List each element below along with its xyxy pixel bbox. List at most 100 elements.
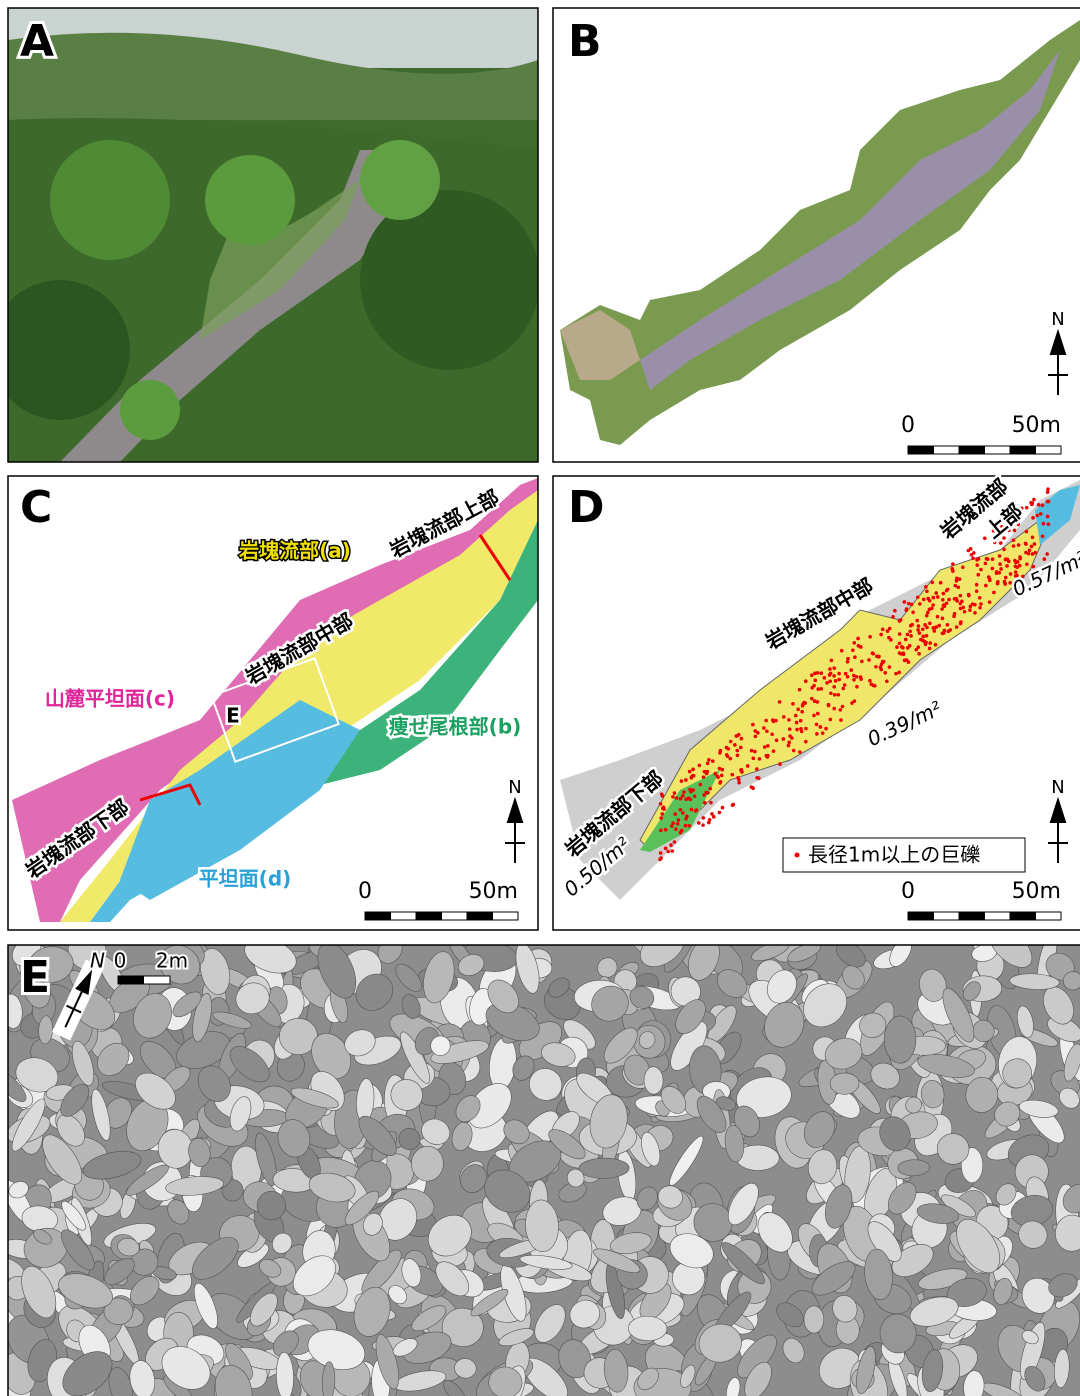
boulder-dot bbox=[934, 591, 938, 595]
boulder-dot bbox=[968, 608, 972, 612]
boulder-dot bbox=[703, 801, 707, 805]
boulder-dot bbox=[679, 797, 683, 801]
boulder-dot bbox=[984, 562, 988, 566]
boulder-dot bbox=[677, 818, 681, 822]
boulder-dot bbox=[662, 806, 666, 810]
boulder-dot bbox=[719, 749, 723, 753]
boulder-dot bbox=[856, 637, 860, 641]
boulder-dot bbox=[823, 676, 827, 680]
boulder-dot bbox=[975, 563, 979, 567]
boulder-dot bbox=[941, 598, 945, 602]
boulder-dot bbox=[859, 675, 863, 679]
boulder-dot bbox=[1037, 503, 1041, 507]
scale-segment bbox=[416, 912, 442, 920]
boulder-dot bbox=[960, 600, 964, 604]
boulder-dot bbox=[810, 686, 814, 690]
boulder-dot bbox=[904, 608, 908, 612]
boulder-dot bbox=[754, 735, 758, 739]
boulder-dot bbox=[875, 654, 879, 658]
boulder-dot bbox=[986, 557, 990, 561]
panel-label: A bbox=[20, 16, 54, 67]
boulder-dot bbox=[942, 631, 946, 635]
boulder-dot bbox=[824, 727, 828, 731]
boulder-dot bbox=[851, 648, 855, 652]
boulder-dot bbox=[1046, 515, 1050, 519]
boulder-dot bbox=[955, 625, 959, 629]
boulder-dot bbox=[702, 793, 706, 797]
boulder-dot bbox=[707, 758, 711, 762]
boulder-dot bbox=[952, 614, 956, 618]
annotation: 岩塊流部(a) bbox=[238, 539, 351, 563]
north-arrow bbox=[505, 800, 525, 863]
boulder-dot bbox=[788, 727, 792, 731]
scale-segment bbox=[1010, 446, 1036, 454]
boulder-dot bbox=[868, 635, 872, 639]
scale-segment bbox=[959, 446, 985, 454]
boulder-dot bbox=[836, 693, 840, 697]
boulder-dot bbox=[702, 816, 706, 820]
boulder-dot bbox=[684, 824, 688, 828]
boulder-dot bbox=[666, 850, 670, 854]
boulder-dot bbox=[1017, 543, 1021, 547]
boulder-dot bbox=[860, 660, 864, 664]
boulder-dot bbox=[932, 629, 936, 633]
boulder-dot bbox=[720, 774, 724, 778]
boulder-dot bbox=[899, 652, 903, 656]
boulder-dot bbox=[680, 829, 684, 833]
boulder-dot bbox=[1046, 487, 1050, 491]
annotation: 痩せ尾根部(b) bbox=[389, 715, 522, 739]
boulder-dot bbox=[688, 824, 692, 828]
boulder-dot bbox=[889, 638, 893, 642]
boulder-dot bbox=[766, 744, 770, 748]
boulder-dot bbox=[961, 565, 965, 569]
north-label: N bbox=[508, 777, 521, 798]
annotation: 山麓平坦面(c) bbox=[45, 687, 175, 711]
boulder-dot bbox=[837, 672, 841, 676]
boulder-dot bbox=[973, 603, 977, 607]
boulder-dot bbox=[894, 672, 898, 676]
boulder-dot bbox=[843, 683, 847, 687]
boulder-dot bbox=[963, 610, 967, 614]
boulder-dot bbox=[928, 641, 932, 645]
boulder-dot bbox=[955, 597, 959, 601]
boulder-dot bbox=[926, 611, 930, 615]
boulder-dot bbox=[787, 741, 791, 745]
boulder-dot bbox=[691, 774, 695, 778]
boulder-dot bbox=[988, 579, 992, 583]
boulder-dot bbox=[921, 635, 925, 639]
boulder-dot bbox=[846, 675, 850, 679]
boulder-dot bbox=[764, 719, 768, 723]
boulder-dot bbox=[928, 622, 932, 626]
boulder-dot bbox=[904, 638, 908, 642]
boulder-dot bbox=[1047, 522, 1051, 526]
boulder-dot bbox=[804, 740, 808, 744]
boulder-dot bbox=[1014, 564, 1018, 568]
boulder-dot bbox=[906, 633, 910, 637]
boulder-dot bbox=[879, 633, 883, 637]
boulder-dot bbox=[795, 728, 799, 732]
scale-segment bbox=[908, 912, 934, 920]
boulder-dot bbox=[987, 575, 991, 579]
boulder-dot bbox=[721, 806, 725, 810]
boulder-dot bbox=[834, 679, 838, 683]
boulder-dot bbox=[751, 786, 755, 790]
boulder-dot bbox=[729, 740, 733, 744]
boulder-dot bbox=[659, 816, 663, 820]
legend-text: 長径1m以上の巨礫 bbox=[808, 843, 980, 867]
scale-label: 0 bbox=[114, 949, 127, 973]
boulder-dot bbox=[841, 687, 845, 691]
boulder-dot bbox=[1012, 538, 1016, 542]
boulder-dot bbox=[888, 665, 892, 669]
boulder-dot bbox=[795, 721, 799, 725]
boulder-dot bbox=[1025, 562, 1029, 566]
boulder-dot bbox=[1024, 542, 1028, 546]
boulder-dot bbox=[946, 623, 950, 627]
boulder-dot bbox=[1031, 535, 1035, 539]
boulder-dot bbox=[673, 812, 677, 816]
boulder-dot bbox=[778, 700, 782, 704]
boulder-dot bbox=[664, 828, 668, 832]
boulder-dot bbox=[788, 734, 792, 738]
boulder-dot bbox=[718, 811, 722, 815]
boulder-dot bbox=[967, 593, 971, 597]
boulder-dot bbox=[787, 744, 791, 748]
